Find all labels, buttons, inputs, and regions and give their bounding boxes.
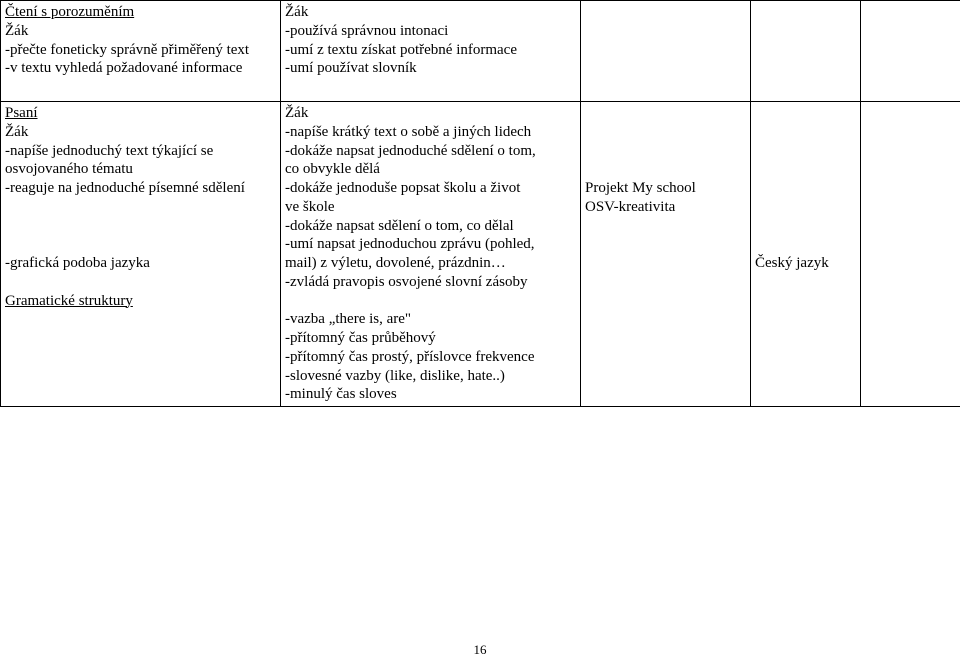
text-line: ve škole (285, 199, 335, 215)
text-line: -v textu vyhledá požadované informace (5, 60, 242, 76)
cell-r2c4: Český jazyk (751, 102, 861, 407)
heading-reading: Čtení s porozuměním (5, 4, 134, 20)
text-line: -napíše krátký text o sobě a jiných lide… (285, 124, 531, 140)
text-line: -minulý čas sloves (285, 386, 397, 402)
text-line: mail) z výletu, dovolené, prázdnin… (285, 255, 506, 271)
text-line: OSV-kreativita (585, 199, 675, 215)
text-line: -dokáže jednoduše popsat školu a život (285, 180, 520, 196)
table-row: Čtení s porozuměním Žák -přečte fonetick… (1, 1, 960, 102)
text-line: -vazba „there is, are" (285, 311, 411, 327)
heading-writing: Psaní (5, 105, 38, 121)
cell-r1c3 (581, 1, 751, 102)
cell-r1c2: Žák -používá správnou intonaci -umí z te… (281, 1, 581, 102)
text-line: -přečte foneticky správně přiměřený text (5, 42, 249, 58)
text-line: Žák (285, 105, 308, 121)
content-table: Čtení s porozuměním Žák -přečte fonetick… (0, 0, 960, 407)
cell-r2c1: Psaní Žák -napíše jednoduchý text týkají… (1, 102, 281, 407)
text-line: -dokáže napsat jednoduché sdělení o tom, (285, 143, 536, 159)
cell-r1c1: Čtení s porozuměním Žák -přečte fonetick… (1, 1, 281, 102)
text-line: -napíše jednoduchý text týkající se (5, 143, 213, 159)
text-line: -grafická podoba jazyka (5, 255, 150, 271)
text-line: osvojovaného tématu (5, 161, 133, 177)
text-line: -reaguje na jednoduché písemné sdělení (5, 180, 245, 196)
text-line: -umí z textu získat potřebné informace (285, 42, 517, 58)
text-line: -slovesné vazby (like, dislike, hate..) (285, 368, 505, 384)
page: Čtení s porozuměním Žák -přečte fonetick… (0, 0, 960, 664)
table-row: Psaní Žák -napíše jednoduchý text týkají… (1, 102, 960, 407)
text-line: -umí napsat jednoduchou zprávu (pohled, (285, 236, 535, 252)
text-line: -přítomný čas průběhový (285, 330, 436, 346)
cell-r1c4 (751, 1, 861, 102)
text-line: Žák (5, 124, 28, 140)
heading-grammar: Gramatické struktury (5, 293, 133, 309)
cell-r1c5 (861, 1, 960, 102)
text-line: -umí používat slovník (285, 60, 417, 76)
page-number: 16 (0, 642, 960, 658)
text-line: co obvykle dělá (285, 161, 380, 177)
cell-r2c3: Projekt My school OSV-kreativita (581, 102, 751, 407)
cell-r2c2: Žák -napíše krátký text o sobě a jiných … (281, 102, 581, 407)
text-line: Žák (285, 4, 308, 20)
text-line: Projekt My school (585, 180, 696, 196)
text-line: -dokáže napsat sdělení o tom, co dělal (285, 218, 514, 234)
text-line: Český jazyk (755, 255, 829, 271)
text-line: -přítomný čas prostý, příslovce frekvenc… (285, 349, 535, 365)
text-line: -zvládá pravopis osvojené slovní zásoby (285, 274, 527, 290)
text-line: -používá správnou intonaci (285, 23, 448, 39)
cell-r2c5 (861, 102, 960, 407)
text-line: Žák (5, 23, 28, 39)
